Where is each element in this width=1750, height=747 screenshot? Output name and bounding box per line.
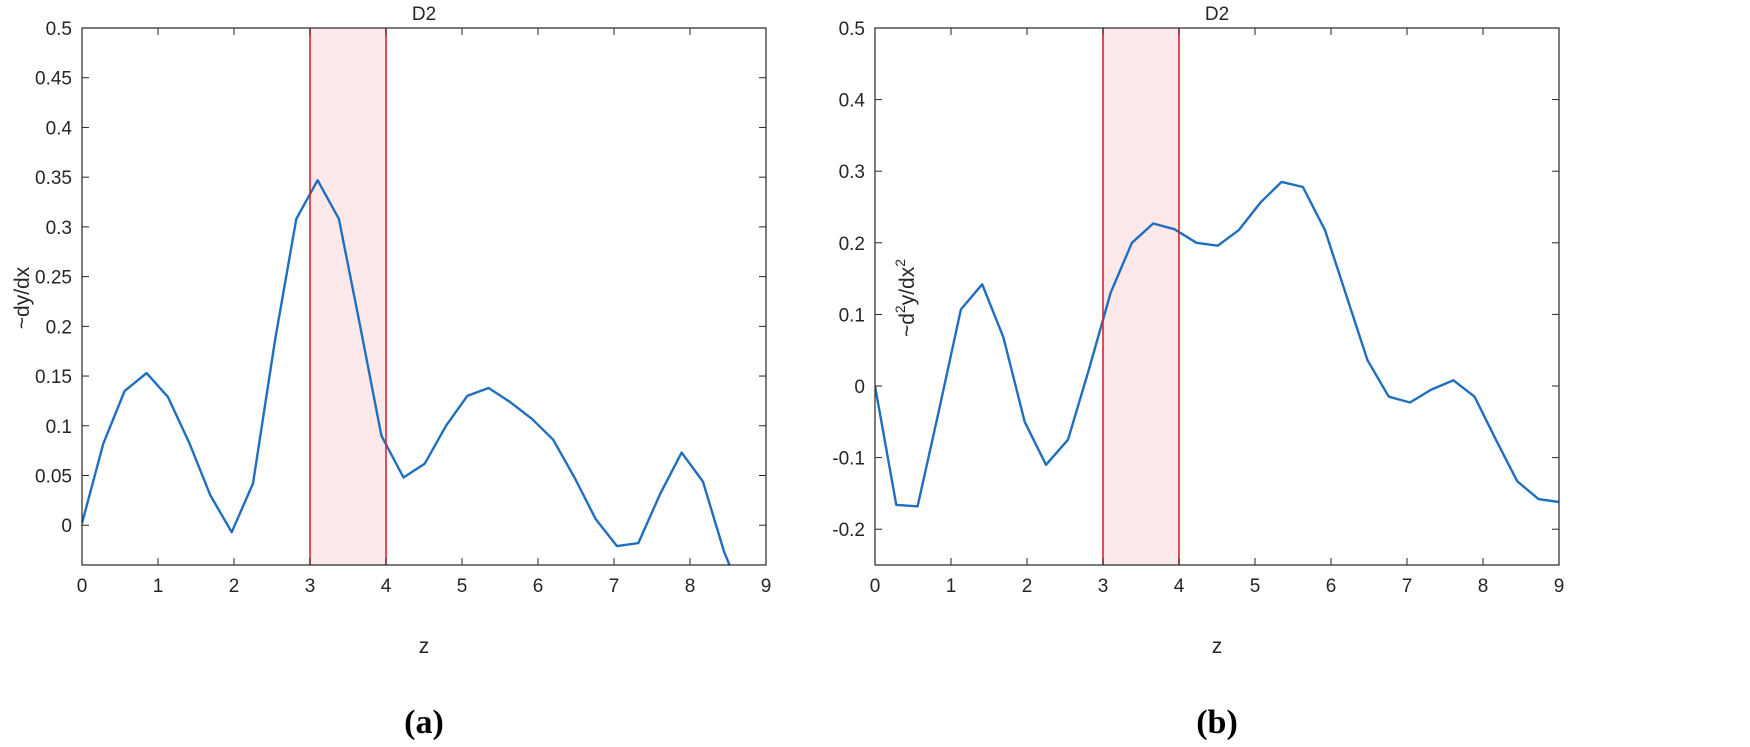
panel-b-y-tick-label: 0 <box>854 377 865 398</box>
panel-b-x-axis-label: z <box>1212 635 1223 658</box>
panel-b-x-tick-label: 2 <box>1022 576 1033 597</box>
panel-a-caption: (a) <box>404 704 444 741</box>
panel-a-series-line-0 <box>82 178 731 565</box>
panel-b-y-axis-label: ~d2y/dx2 <box>892 259 919 337</box>
panel-a-y-tick-label: 0.5 <box>46 19 72 40</box>
panel-b-y-tick-label: -0.2 <box>832 520 865 541</box>
panel-a-y-tick-label: 0.1 <box>46 417 72 438</box>
panel-b-plot-area: 0 1 2 3 4 5 6 7 8 9 -0.2 -0.1 0 0.1 0.2 0.3 0.4 0.5 <box>832 19 1564 597</box>
panel-b-x-tick-label: 9 <box>1554 576 1565 597</box>
panel-b-y-label-sup-2: 2 <box>892 259 908 267</box>
panel-a-x-tick-label: 2 <box>229 576 240 597</box>
panel-a-x-tick-label: 9 <box>761 576 772 597</box>
panel-a-y-tick-label: 0.25 <box>35 268 72 289</box>
panel-a-x-tick-label: 8 <box>685 576 696 597</box>
panel-a-x-tick-label: 0 <box>77 576 88 597</box>
panel-a-x-axis-label: z <box>419 635 430 658</box>
panel-b-highlight-band <box>1103 28 1179 565</box>
panel-b-y-label-part-1: ~d <box>896 313 919 337</box>
panel-b-x-tick-label: 7 <box>1402 576 1413 597</box>
panel-b-y-tick-label: 0.2 <box>839 234 865 255</box>
panel-b-x-tick-label: 1 <box>946 576 957 597</box>
panel-b-y-label-sup-1: 2 <box>892 305 908 313</box>
panel-b-y-tick-label: 0.4 <box>839 91 866 112</box>
panel-a-y-axis-label: ~dy/dx <box>11 266 34 329</box>
panel-b-x-tick-label: 3 <box>1098 576 1109 597</box>
panel-a-plot-area: 0 1 2 3 4 5 6 7 8 9 0 0.05 0.1 0.15 0.2 0.25 0.3 0.35 0.4 0… <box>35 19 771 597</box>
panel-a-x-tick-label: 3 <box>305 576 316 597</box>
panel-a-y-tick-label: 0.05 <box>35 467 72 488</box>
panel-a-y-tick-label: 0.35 <box>35 168 72 189</box>
panel-a-x-tick-label: 5 <box>457 576 468 597</box>
panel-a-x-tick-label: 7 <box>609 576 620 597</box>
panel-b-y-tick-label: -0.1 <box>832 449 865 470</box>
panel-b-x-tick-label: 6 <box>1326 576 1337 597</box>
panel-a-x-tick-label: 6 <box>533 576 544 597</box>
panel-b-y-tick-label: 0.1 <box>839 305 865 326</box>
panel-a-y-tick-label: 0.2 <box>46 317 72 338</box>
panel-a-title: D2 <box>412 4 436 25</box>
panel-a-y-tick-label: 0 <box>61 516 72 537</box>
panel-a-y-tick-label: 0.45 <box>35 69 72 90</box>
panel-a-axes-box <box>81 27 767 566</box>
panel-b-y-tick-label: 0.5 <box>839 19 865 40</box>
panel-b-caption: (b) <box>1196 704 1238 741</box>
panel-a-y-tick-label: 0.3 <box>46 218 72 239</box>
panel-b-chart: 0 1 2 3 4 5 6 7 8 9-0.2-0.100.10.20.30.40.5 D2 z … <box>832 4 1564 741</box>
panel-b-x-tick-label: 8 <box>1478 576 1489 597</box>
panel-a-highlight-band <box>310 28 386 565</box>
panel-b-axes-box <box>874 27 1560 566</box>
panel-b-x-tick-label: 0 <box>870 576 881 597</box>
panel-b-y-label-part-2: y/dx <box>896 266 919 305</box>
panel-a-x-tick-label: 4 <box>381 576 392 597</box>
panel-b-title: D2 <box>1205 4 1229 25</box>
panel-a-x-tick-label: 1 <box>153 576 164 597</box>
panel-a-y-tick-label: 0.4 <box>46 118 73 139</box>
panel-b-series-line-0 <box>875 180 1559 508</box>
panel-a-y-tick-label: 0.15 <box>35 367 72 388</box>
panel-b-y-tick-label: 0.3 <box>839 162 865 183</box>
panel-b-x-tick-label: 4 <box>1174 576 1185 597</box>
panel-b-x-tick-label: 5 <box>1250 576 1261 597</box>
panel-a-chart: 0 1 2 3 4 5 6 7 8 9 0 0.05 0.1 0.15 0.2 0.25 0.3 0.35 0.4 0… <box>11 4 771 741</box>
